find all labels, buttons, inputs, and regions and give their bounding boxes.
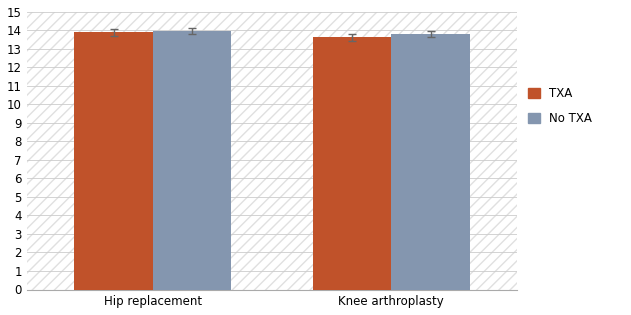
Bar	[74, 32, 153, 289]
Legend: TXA, No TXA: TXA, No TXA	[528, 87, 593, 125]
Bar	[391, 34, 469, 289]
Bar	[153, 31, 232, 289]
Bar	[313, 37, 391, 289]
